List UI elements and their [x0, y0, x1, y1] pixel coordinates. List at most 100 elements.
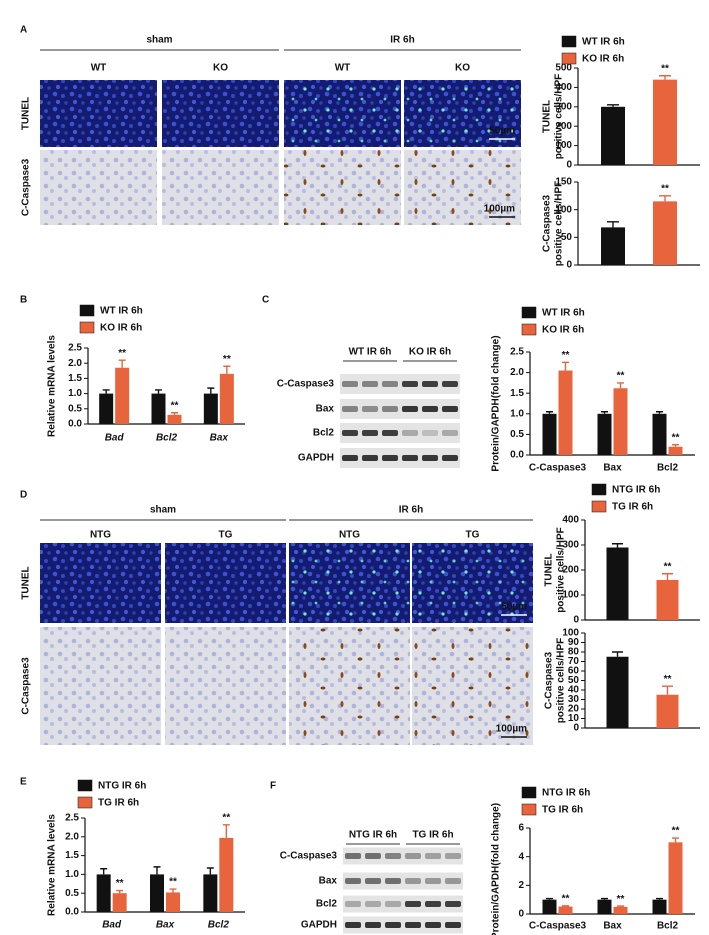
bar [219, 837, 234, 912]
x-tick-label: Bcl2 [657, 921, 679, 932]
error-bar [607, 104, 619, 107]
y-tick-label: 300 [562, 540, 579, 551]
panel-letter: A [20, 25, 27, 36]
significance-label: ** [222, 812, 230, 823]
error-bar [562, 905, 569, 907]
y-tick-label: 30 [568, 694, 580, 705]
blot-row-label: Bax [316, 404, 335, 415]
error-bar [118, 359, 126, 368]
bar [151, 393, 166, 424]
blot-band [362, 406, 378, 412]
column-label: WT [335, 63, 351, 74]
blot-band [382, 430, 398, 436]
significance-label: ** [661, 183, 669, 194]
y-tick-label: 100 [555, 204, 572, 215]
legend-label: TG IR 6h [612, 502, 653, 513]
legend-label: NTG IR 6h [542, 788, 590, 799]
bar [653, 79, 677, 165]
column-label: KO [455, 63, 470, 74]
y-tick-label: 70 [568, 656, 580, 667]
x-tick-label: Bad [102, 920, 122, 931]
bar [652, 413, 667, 455]
y-tick-label: 0.5 [68, 403, 82, 414]
bar [558, 370, 573, 455]
y-tick-label: 200 [562, 565, 579, 576]
error-bar [562, 361, 569, 371]
scale-bar-label: 50µm [501, 602, 527, 613]
column-label: TG [466, 530, 480, 541]
panel-letter: F [270, 781, 276, 792]
x-tick-label: C-Caspase3 [529, 463, 587, 474]
blot-row-label: C-Caspase3 [277, 379, 335, 390]
y-tick-label: 100 [555, 140, 572, 151]
scale-bar-label: 50µm [489, 126, 515, 137]
legend-swatch [521, 803, 537, 816]
blot-band [345, 901, 361, 907]
blot-band [362, 430, 378, 436]
error-bar [222, 824, 230, 838]
blot-strip [343, 916, 463, 934]
bar [601, 227, 625, 265]
error-bar [672, 837, 679, 843]
y-axis-label: Relative mRNA levels [47, 814, 58, 916]
y-axis-label: Protein/GAPDH(fold change) [491, 803, 502, 935]
y-tick-label: 80 [568, 647, 580, 658]
y-tick-label: 2.0 [65, 831, 79, 842]
legend-swatch [591, 500, 607, 513]
blot-strip [340, 374, 460, 394]
bar [606, 656, 629, 728]
significance-label: ** [118, 348, 126, 359]
y-tick-label: 200 [555, 121, 572, 132]
y-axis-label: TUNEL [542, 100, 553, 133]
bar [203, 393, 218, 424]
bar [613, 906, 628, 914]
error-bar [171, 412, 178, 415]
significance-label: ** [617, 894, 625, 905]
bar [219, 373, 234, 424]
blot-band [442, 381, 458, 387]
error-bar [659, 195, 671, 202]
blot-band [362, 455, 378, 461]
micrograph [165, 543, 286, 623]
bar [166, 892, 180, 912]
significance-label: ** [562, 893, 570, 904]
column-label: WT [91, 63, 107, 74]
bar [96, 874, 111, 912]
blot-band [342, 455, 358, 461]
blot-band [382, 381, 398, 387]
bar [656, 694, 679, 728]
significance-label: ** [672, 826, 680, 837]
panel-letter: C [262, 295, 269, 306]
scale-bar-label: 100µm [484, 204, 515, 215]
column-label: NTG [90, 530, 111, 541]
blot-band [442, 406, 458, 412]
group-label: IR 6h [399, 505, 423, 516]
bar [668, 842, 683, 914]
legend-label: KO IR 6h [582, 54, 624, 65]
y-tick-label: 2.5 [68, 343, 82, 354]
micrograph-stain [289, 543, 410, 623]
y-tick-label: 0.5 [510, 429, 524, 440]
y-tick-label: 60 [568, 666, 580, 677]
y-tick-label: 100 [562, 628, 579, 639]
error-bar [102, 389, 110, 394]
blot-band [345, 853, 361, 859]
y-tick-label: 0 [566, 260, 572, 271]
blot-band [402, 406, 418, 412]
significance-label: ** [664, 674, 672, 685]
blot-row-label: Bax [319, 876, 338, 887]
blot-strip [343, 847, 463, 865]
row-label: TUNEL [21, 97, 32, 130]
bar [542, 413, 557, 455]
y-tick-label: 150 [555, 177, 572, 188]
blot-band [342, 406, 358, 412]
blot-band [382, 455, 398, 461]
x-tick-label: Bax [156, 920, 175, 931]
panel-letter: E [20, 777, 27, 788]
micrograph-stain [284, 80, 401, 147]
y-axis-label: C-Caspase3 [542, 194, 553, 252]
y-tick-label: 0 [573, 615, 579, 626]
y-axis-label: positive cells/HPF [556, 638, 567, 724]
blot-band [442, 455, 458, 461]
